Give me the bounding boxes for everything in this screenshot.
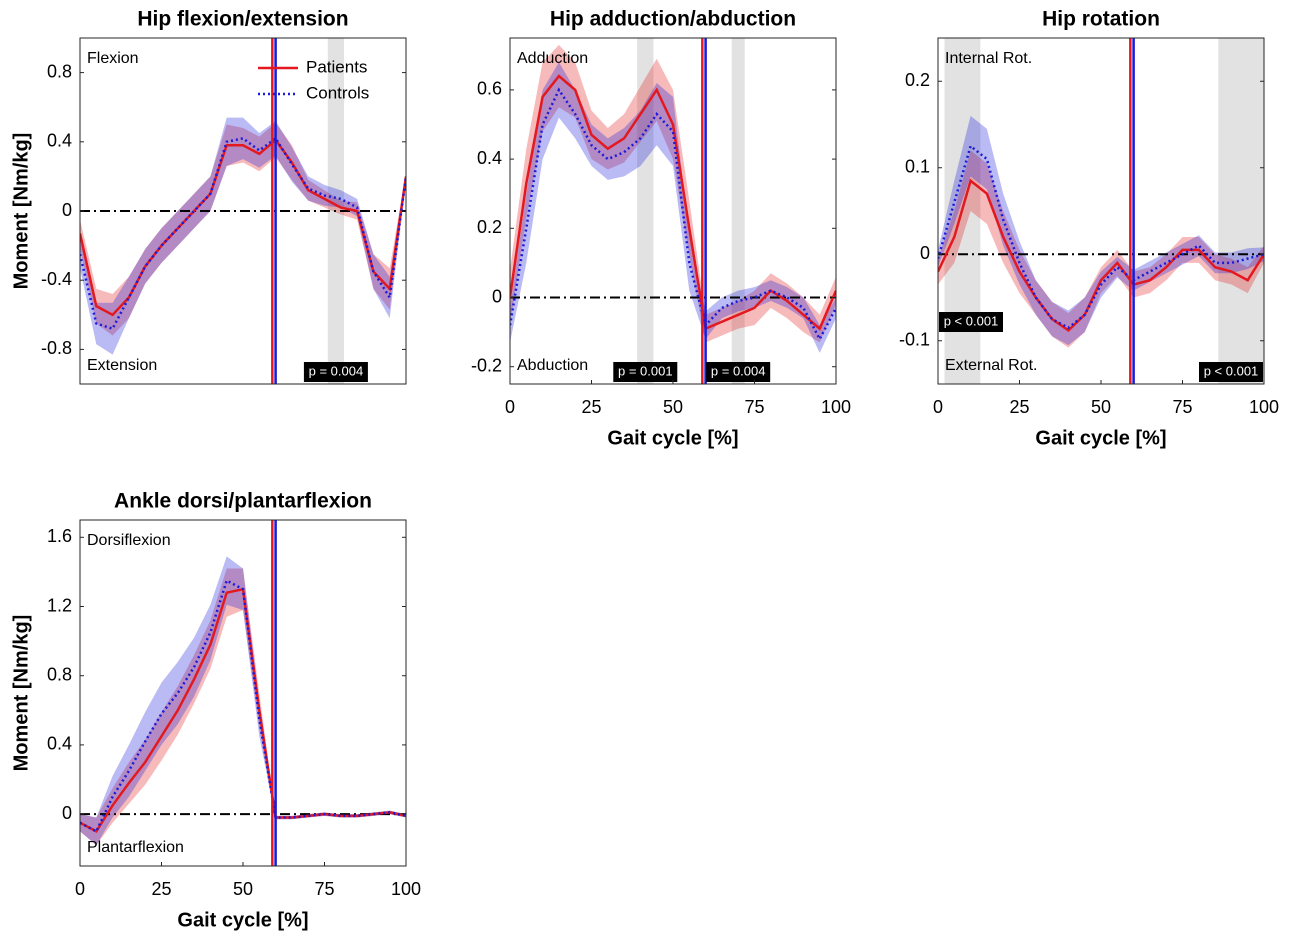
y-tick-label: -0.1 — [899, 330, 930, 350]
chart-title: Hip rotation — [1042, 8, 1160, 31]
annotation: Internal Rot. — [945, 50, 1032, 67]
legend-label: Controls — [306, 83, 369, 102]
mean-line — [510, 74, 836, 331]
p-value: p < 0.001 — [944, 313, 999, 328]
y-tick-label: -0.2 — [471, 355, 502, 375]
p-value-box — [706, 362, 771, 382]
plot-area — [80, 556, 406, 846]
y-tick-label: 1.2 — [47, 595, 72, 615]
x-axis-label: Gait cycle [%] — [1035, 427, 1166, 449]
chart-title: Ankle dorsi/plantarflexion — [114, 490, 372, 513]
x-tick-label: 50 — [233, 879, 253, 899]
x-tick-label: 100 — [821, 397, 851, 417]
annotation: Plantarflexion — [87, 839, 184, 856]
p-value-box — [1199, 362, 1263, 382]
mean-line — [938, 178, 1264, 332]
y-tick-label: 0 — [492, 286, 502, 306]
plot-area — [80, 38, 406, 384]
mean-line — [80, 578, 406, 834]
p-value: p < 0.001 — [1204, 363, 1259, 378]
p-value: p = 0.004 — [711, 363, 766, 378]
x-tick-label: 25 — [1009, 397, 1029, 417]
plot-area — [510, 38, 836, 384]
y-tick-label: 0.8 — [47, 61, 72, 81]
sig-region — [637, 38, 654, 384]
y-tick-label: 0 — [62, 200, 72, 220]
y-tick-label: 0.6 — [477, 79, 502, 99]
p-value: p = 0.001 — [618, 363, 673, 378]
y-tick-label: 0.8 — [47, 664, 72, 684]
x-tick-label: 0 — [505, 397, 515, 417]
x-axis-label: Gait cycle [%] — [607, 427, 738, 449]
x-tick-label: 75 — [314, 879, 334, 899]
annotation: Extension — [87, 357, 157, 374]
y-tick-label: 0 — [62, 803, 72, 823]
sd-band — [80, 556, 406, 846]
annotation: Flexion — [87, 50, 139, 67]
chart-title: Hip flexion/extension — [137, 8, 348, 31]
x-tick-label: 75 — [1172, 397, 1192, 417]
x-tick-label: 100 — [391, 879, 421, 899]
mean-line — [80, 136, 406, 331]
y-tick-label: 0.2 — [905, 70, 930, 90]
x-tick-label: 100 — [1249, 397, 1279, 417]
annotation: Adduction — [517, 50, 588, 67]
plot-area — [938, 38, 1264, 384]
y-axis-label: Moment [Nm/kg] — [10, 133, 32, 290]
mean-line — [510, 87, 836, 342]
y-tick-label: 0.4 — [47, 131, 72, 151]
sig-region — [731, 38, 745, 384]
p-value-box — [613, 362, 678, 382]
x-tick-label: 0 — [75, 879, 85, 899]
y-tick-label: 0.2 — [477, 217, 502, 237]
sd-band — [80, 568, 406, 846]
legend-label: Patients — [306, 57, 367, 76]
x-tick-label: 50 — [663, 397, 683, 417]
p-value-box — [939, 312, 1003, 332]
y-tick-label: 0 — [920, 243, 930, 263]
annotation: External Rot. — [945, 357, 1037, 374]
sd-band — [938, 115, 1264, 346]
x-axis-label: Gait cycle [%] — [177, 909, 308, 931]
x-tick-label: 50 — [1091, 397, 1111, 417]
x-tick-label: 75 — [744, 397, 764, 417]
y-tick-label: -0.8 — [41, 338, 72, 358]
y-tick-label: 1.6 — [47, 526, 72, 546]
y-tick-label: 0.4 — [47, 734, 72, 754]
sig-region — [1218, 38, 1264, 384]
x-tick-label: 0 — [933, 397, 943, 417]
p-value-box — [303, 362, 368, 382]
sd-band — [80, 117, 406, 355]
y-tick-label: 0.1 — [905, 157, 930, 177]
annotation: Dorsiflexion — [87, 532, 171, 549]
annotation: Abduction — [517, 357, 588, 374]
sd-band — [510, 44, 836, 343]
y-axis-label: Moment [Nm/kg] — [10, 615, 32, 772]
p-value: p = 0.004 — [309, 363, 364, 378]
y-tick-label: 0.4 — [477, 148, 502, 168]
x-tick-label: 25 — [151, 879, 171, 899]
x-tick-label: 25 — [581, 397, 601, 417]
mean-line — [938, 143, 1264, 330]
chart-title: Hip adduction/abduction — [550, 8, 796, 31]
y-tick-label: -0.4 — [41, 269, 72, 289]
